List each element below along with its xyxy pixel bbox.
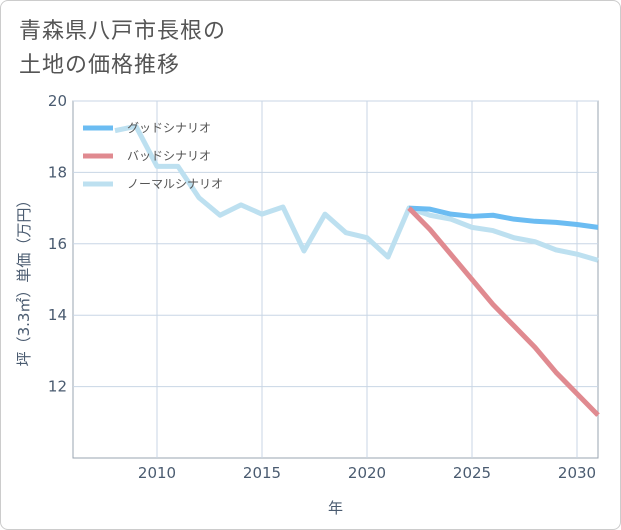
legend-label: ノーマルシナリオ	[127, 177, 223, 191]
y-tick-label: 14	[48, 306, 67, 324]
legend-label: グッドシナリオ	[127, 121, 211, 135]
x-tick-label: 2025	[453, 464, 491, 482]
y-tick-label: 20	[48, 92, 67, 110]
y-axis-label: 坪（3.3㎡）単価（万円）	[15, 193, 33, 367]
y-tick-label: 16	[48, 235, 67, 253]
x-tick-label: 2010	[138, 464, 176, 482]
chart-title: 青森県八戸市長根の 土地の価格推移	[19, 15, 226, 83]
y-tick-label: 12	[48, 378, 67, 396]
title-line-2: 土地の価格推移	[19, 53, 181, 78]
x-tick-label: 2015	[243, 464, 281, 482]
series-line-1	[407, 206, 600, 417]
x-tick-label: 2020	[348, 464, 386, 482]
series-line-2	[114, 123, 599, 263]
title-line-1: 青森県八戸市長根の	[19, 19, 227, 44]
series-line-0	[408, 205, 599, 230]
x-axis-label: 年	[328, 499, 343, 517]
legend-label: バッドシナリオ	[127, 149, 211, 163]
y-tick-label: 18	[48, 163, 67, 181]
x-tick-label: 2030	[558, 464, 596, 482]
